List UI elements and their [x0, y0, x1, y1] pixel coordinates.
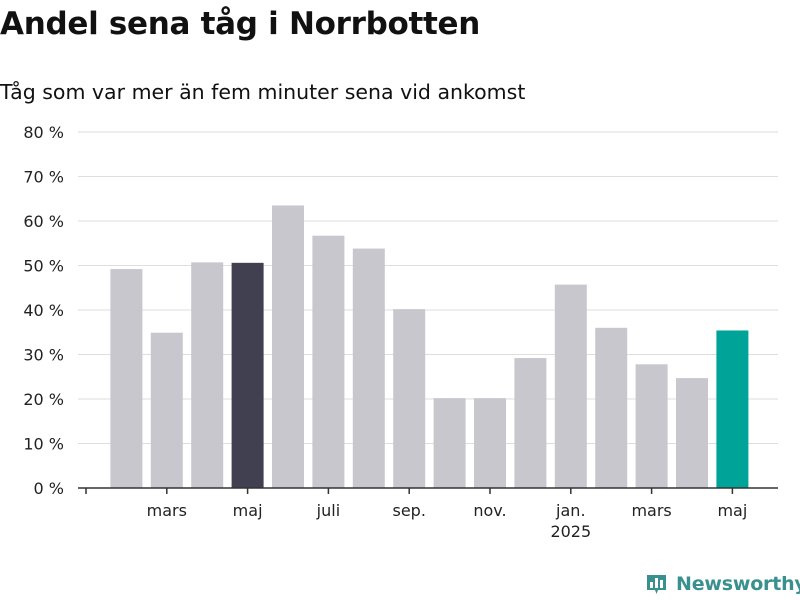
- bar: [595, 327, 628, 488]
- y-tick-label: 10 %: [23, 435, 64, 454]
- bar: [514, 358, 547, 488]
- chart-subtitle: Tåg som var mer än fem minuter sena vid …: [0, 80, 526, 104]
- bar: [716, 330, 749, 488]
- y-tick-label: 50 %: [23, 257, 64, 276]
- x-tick-label: maj: [717, 501, 747, 520]
- x-tick-label: juli: [316, 501, 340, 520]
- x-tick-year-label: 2025: [550, 522, 591, 541]
- bar: [352, 248, 385, 488]
- x-tick-label: mars: [147, 501, 187, 520]
- y-tick-label: 30 %: [23, 346, 64, 365]
- bar: [150, 332, 183, 488]
- y-tick-label: 0 %: [34, 479, 64, 498]
- bar: [110, 269, 143, 488]
- brand-name: Newsworthy: [676, 573, 800, 595]
- x-tick-label: mars: [631, 501, 671, 520]
- bar: [393, 309, 426, 488]
- x-tick-label: maj: [233, 501, 263, 520]
- y-tick-label: 70 %: [23, 168, 64, 187]
- bar: [312, 235, 345, 488]
- bar: [474, 398, 506, 488]
- y-tick-label: 40 %: [23, 301, 64, 320]
- chart-title: Andel sena tåg i Norrbotten: [0, 6, 481, 42]
- x-tick-label: jan.: [555, 501, 585, 520]
- y-tick-label: 80 %: [23, 123, 64, 142]
- bar: [272, 205, 304, 489]
- bar: [191, 262, 224, 488]
- brand-logo: Newsworthy: [645, 569, 800, 599]
- bar-chart-logo-icon: [647, 574, 666, 594]
- bar: [433, 398, 466, 488]
- bar: [231, 262, 264, 488]
- bar: [554, 284, 587, 488]
- y-tick-label: 60 %: [23, 212, 64, 231]
- bar: [635, 364, 668, 488]
- y-tick-label: 20 %: [23, 390, 64, 409]
- x-tick-label: nov.: [473, 501, 506, 520]
- bar: [676, 378, 708, 488]
- x-tick-label: sep.: [392, 501, 425, 520]
